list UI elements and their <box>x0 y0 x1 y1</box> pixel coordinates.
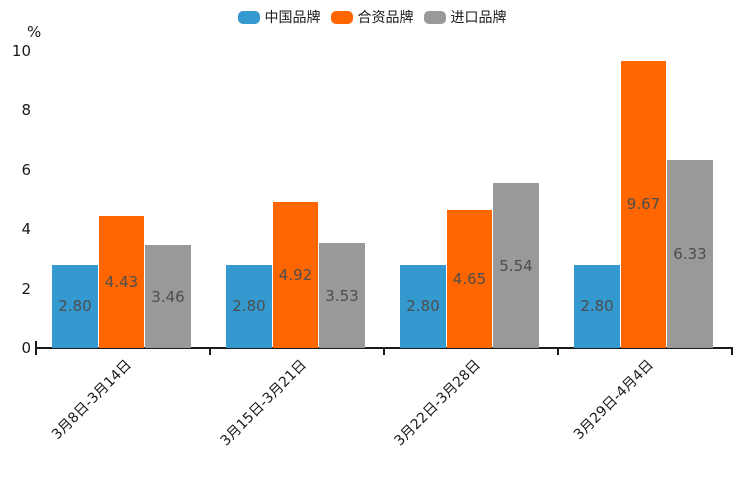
x-axis-category-label: 3月8日-3月14日 <box>49 357 136 443</box>
y-axis-stub <box>35 341 37 347</box>
bar-中国品牌-3 <box>400 264 446 348</box>
x-axis-tick <box>731 349 733 355</box>
legend-item-1[interactable]: 中国品牌 <box>237 7 321 27</box>
bar-合资品牌-2 <box>272 201 319 348</box>
legend: 中国品牌 合资品牌 进口品牌 <box>0 8 744 26</box>
y-axis-tick-label: 10 <box>11 42 31 60</box>
x-axis-tick <box>209 349 211 355</box>
bar-value-label: 2.80 <box>406 297 440 316</box>
legend-swatch-icon <box>237 10 260 24</box>
x-axis-category-label: 3月29日-4月4日 <box>571 357 658 443</box>
bar-value-label: 6.33 <box>673 244 707 263</box>
bar-进口品牌-2 <box>319 243 365 348</box>
bar-中国品牌-2 <box>226 264 272 348</box>
legend-item-2[interactable]: 合资品牌 <box>330 7 414 27</box>
legend-swatch-icon <box>423 10 446 24</box>
bar-value-label: 3.46 <box>151 287 185 306</box>
x-axis-tick <box>35 349 37 355</box>
bar-value-label: 2.80 <box>580 297 614 316</box>
x-axis-category-label: 3月22日-3月28日 <box>391 357 484 450</box>
bar-进口品牌-1 <box>145 245 191 348</box>
bar-进口品牌-3 <box>493 183 539 348</box>
legend-item-3[interactable]: 进口品牌 <box>423 7 507 27</box>
bar-value-label: 3.53 <box>325 286 359 305</box>
y-axis-tick-label: 2 <box>21 279 31 298</box>
bar-中国品牌-4 <box>574 264 620 348</box>
bar-value-label: 4.43 <box>104 273 139 292</box>
bar-进口品牌-4 <box>667 159 713 348</box>
bar-中国品牌-1 <box>52 264 98 348</box>
bar-value-label: 4.65 <box>452 269 487 288</box>
bar-合资品牌-3 <box>446 209 493 348</box>
y-axis-tick-label: 0 <box>21 339 31 357</box>
bar-合资品牌-1 <box>98 216 145 348</box>
bar-合资品牌-4 <box>620 60 667 348</box>
y-axis-tick-label: 6 <box>21 160 31 179</box>
x-axis-tick <box>557 349 559 355</box>
bar-value-label: 2.80 <box>58 297 92 316</box>
bar-value-label: 2.80 <box>232 297 266 316</box>
y-axis-tick-label: 4 <box>21 220 31 239</box>
legend-item-label: 合资品牌 <box>357 10 414 26</box>
legend-swatch-icon <box>330 10 353 24</box>
legend-item-label: 进口品牌 <box>450 10 507 26</box>
x-axis-line <box>35 347 733 349</box>
bar-value-label: 4.92 <box>278 265 313 284</box>
x-axis-tick <box>383 349 385 355</box>
bar-value-label: 5.54 <box>499 256 533 275</box>
y-axis-tick-label: 8 <box>21 101 31 120</box>
x-axis-category-label: 3月15日-3月21日 <box>217 357 310 450</box>
legend-item-label: 中国品牌 <box>264 10 321 26</box>
y-axis-unit-label: % <box>27 23 42 41</box>
bar-value-label: 9.67 <box>626 195 661 214</box>
